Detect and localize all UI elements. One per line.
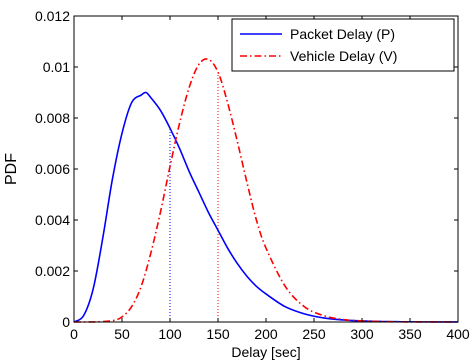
series-line-vehicle-delay	[73, 58, 459, 323]
legend-box	[231, 18, 455, 72]
x-tick-label: 0	[70, 326, 78, 342]
y-tick-label: 0.008	[35, 110, 70, 126]
x-tick-label: 250	[302, 326, 326, 342]
x-axis-label: Delay [sec]	[231, 344, 300, 360]
y-axis-label: PDF	[3, 153, 20, 185]
series-line-packet-delay	[73, 91, 459, 323]
axis-ticks: 0 50 100 150 200 250 300 350 400 0 0.002 0.004 0.006…	[35, 8, 470, 342]
x-tick-label: 50	[114, 326, 130, 342]
x-tick-label: 350	[398, 326, 422, 342]
legend: Packet Delay (P) Vehicle Delay (V)	[231, 18, 455, 72]
x-tick-label: 200	[254, 326, 278, 342]
series-layer	[73, 58, 459, 323]
y-tick-label: 0.006	[35, 161, 70, 177]
y-tick-label: 0.004	[35, 212, 70, 228]
x-tick-label: 400	[446, 326, 470, 342]
legend-entry-label: Packet Delay (P)	[290, 26, 395, 42]
x-tick-label: 300	[350, 326, 374, 342]
reference-lines	[169, 72, 219, 322]
y-tick-label: 0	[62, 314, 70, 330]
x-tick-label: 150	[206, 326, 230, 342]
x-tick-label: 100	[158, 326, 182, 342]
y-tick-label: 0.012	[35, 8, 70, 24]
y-tick-label: 0.002	[35, 263, 70, 279]
legend-entry-label: Vehicle Delay (V)	[290, 48, 397, 64]
y-tick-label: 0.01	[43, 59, 70, 75]
